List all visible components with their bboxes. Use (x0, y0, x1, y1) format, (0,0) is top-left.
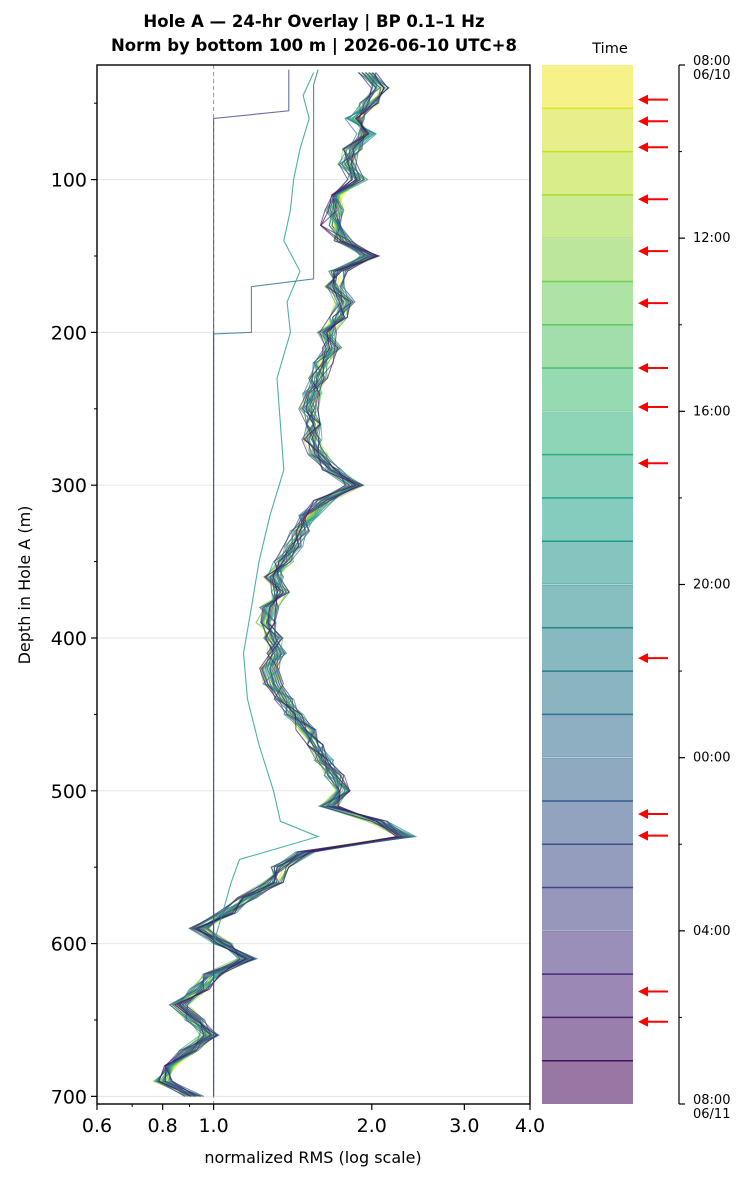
colorbar-segment (542, 584, 633, 628)
colorbar-segment (542, 541, 633, 585)
colorbar-segment (542, 757, 633, 801)
y-tick-label: 600 (51, 934, 87, 956)
colorbar-segment (542, 454, 633, 498)
flag-arrow-head (638, 116, 648, 127)
outlier-trace-2 (213, 69, 290, 1097)
outlier-trace-1 (213, 69, 319, 1097)
flag-arrow-head (638, 94, 648, 105)
y-tick-label: 300 (51, 475, 87, 497)
hourly-trace (157, 72, 405, 1097)
colorbar: 08:0006/1012:0016:0020:0000:0004:0008:00… (542, 54, 730, 1122)
colorbar-segment (542, 1017, 633, 1061)
colorbar-segment (542, 887, 633, 931)
hourly-trace (167, 72, 415, 1097)
flag-arrow-head (638, 402, 648, 413)
colorbar-tick-label: 20:00 (693, 578, 730, 593)
colorbar-tick-label: 08:00 (693, 54, 730, 69)
hourly-trace (160, 72, 411, 1097)
flag-arrow-head (638, 246, 648, 257)
hourly-trace (168, 72, 403, 1097)
colorbar-segment (542, 627, 633, 672)
colorbar-segment (542, 497, 633, 542)
y-tick-label: 500 (51, 781, 87, 803)
y-tick-label: 100 (51, 170, 87, 192)
y-axis-label: Depth in Hole A (m) (15, 506, 34, 665)
colorbar-tick-label: 12:00 (693, 231, 730, 246)
colorbar-segment (542, 671, 633, 715)
colorbar-segment (542, 411, 633, 455)
plot-frame (96, 64, 531, 1105)
colorbar-segment (542, 800, 633, 845)
y-tick-label: 400 (51, 628, 87, 650)
colorbar-segment (542, 108, 633, 152)
colorbar-segment (542, 65, 633, 109)
hourly-trace (164, 72, 408, 1097)
flag-arrow-head (638, 142, 648, 153)
x-axis-label: normalized RMS (log scale) (204, 1148, 421, 1167)
grid-layer (97, 179, 530, 1097)
y-tick-label: 700 (51, 1086, 87, 1108)
hourly-trace (164, 72, 400, 1097)
flag-arrow-head (638, 830, 648, 841)
series-layer (152, 69, 418, 1097)
flag-arrow-head (638, 363, 648, 374)
x-tick-label: 1.0 (198, 1115, 228, 1137)
colorbar-segment (542, 281, 633, 325)
colorbar-tick-label: 00:00 (693, 751, 730, 766)
hourly-trace (168, 72, 418, 1097)
chart-title-line-1: Hole A — 24-hr Overlay | BP 0.1–1 Hz (143, 12, 485, 31)
axis-layer: 100 200 300 400 500 600 700 0.6 0.8 1.0 2.0 3.0 4.0 (51, 102, 545, 1137)
colorbar-segment (542, 930, 633, 975)
colorbar-segment (542, 368, 633, 412)
colorbar-title: Time (591, 41, 628, 57)
hourly-trace (164, 72, 402, 1097)
flag-arrow-head (638, 808, 648, 819)
hourly-trace (167, 72, 412, 1097)
flag-arrow-head (638, 986, 648, 997)
flag-arrow-head (638, 194, 648, 205)
hourly-trace (155, 72, 416, 1097)
hourly-trace (167, 72, 409, 1097)
colorbar-tick-sublabel: 06/11 (693, 1107, 730, 1122)
x-tick-label: 4.0 (515, 1115, 545, 1137)
colorbar-segment (542, 844, 633, 888)
colorbar-segment (542, 151, 633, 195)
colorbar-tick-label: 04:00 (693, 924, 730, 939)
x-tick-label: 2.0 (357, 1115, 387, 1137)
flag-arrow-head (638, 653, 648, 664)
colorbar-segment (542, 194, 633, 239)
chart-title-line-2: Norm by bottom 100 m | 2026-06-10 UTC+8 (111, 36, 517, 55)
hourly-trace (165, 72, 406, 1097)
colorbar-tick-label: 16:00 (693, 404, 730, 419)
colorbar-segment (542, 974, 633, 1018)
flag-arrow-head (638, 298, 648, 309)
hourly-trace (163, 72, 414, 1097)
x-tick-label: 0.8 (148, 1115, 178, 1137)
colorbar-segment (542, 1060, 633, 1104)
x-tick-label: 0.6 (82, 1115, 112, 1137)
outlier-trace-0 (213, 72, 320, 944)
flag-arrow-head (638, 1016, 648, 1027)
flag-arrow-head (638, 458, 648, 469)
colorbar-segment (542, 324, 633, 369)
colorbar-segment (542, 714, 633, 758)
x-tick-label: 3.0 (449, 1115, 479, 1137)
colorbar-tick-sublabel: 06/10 (693, 68, 730, 83)
colorbar-segment (542, 238, 633, 282)
colorbar-tick-label: 08:00 (693, 1093, 730, 1108)
y-tick-label: 200 (51, 322, 87, 344)
series-line-0 (161, 72, 411, 1097)
hourly-trace (158, 72, 398, 1097)
